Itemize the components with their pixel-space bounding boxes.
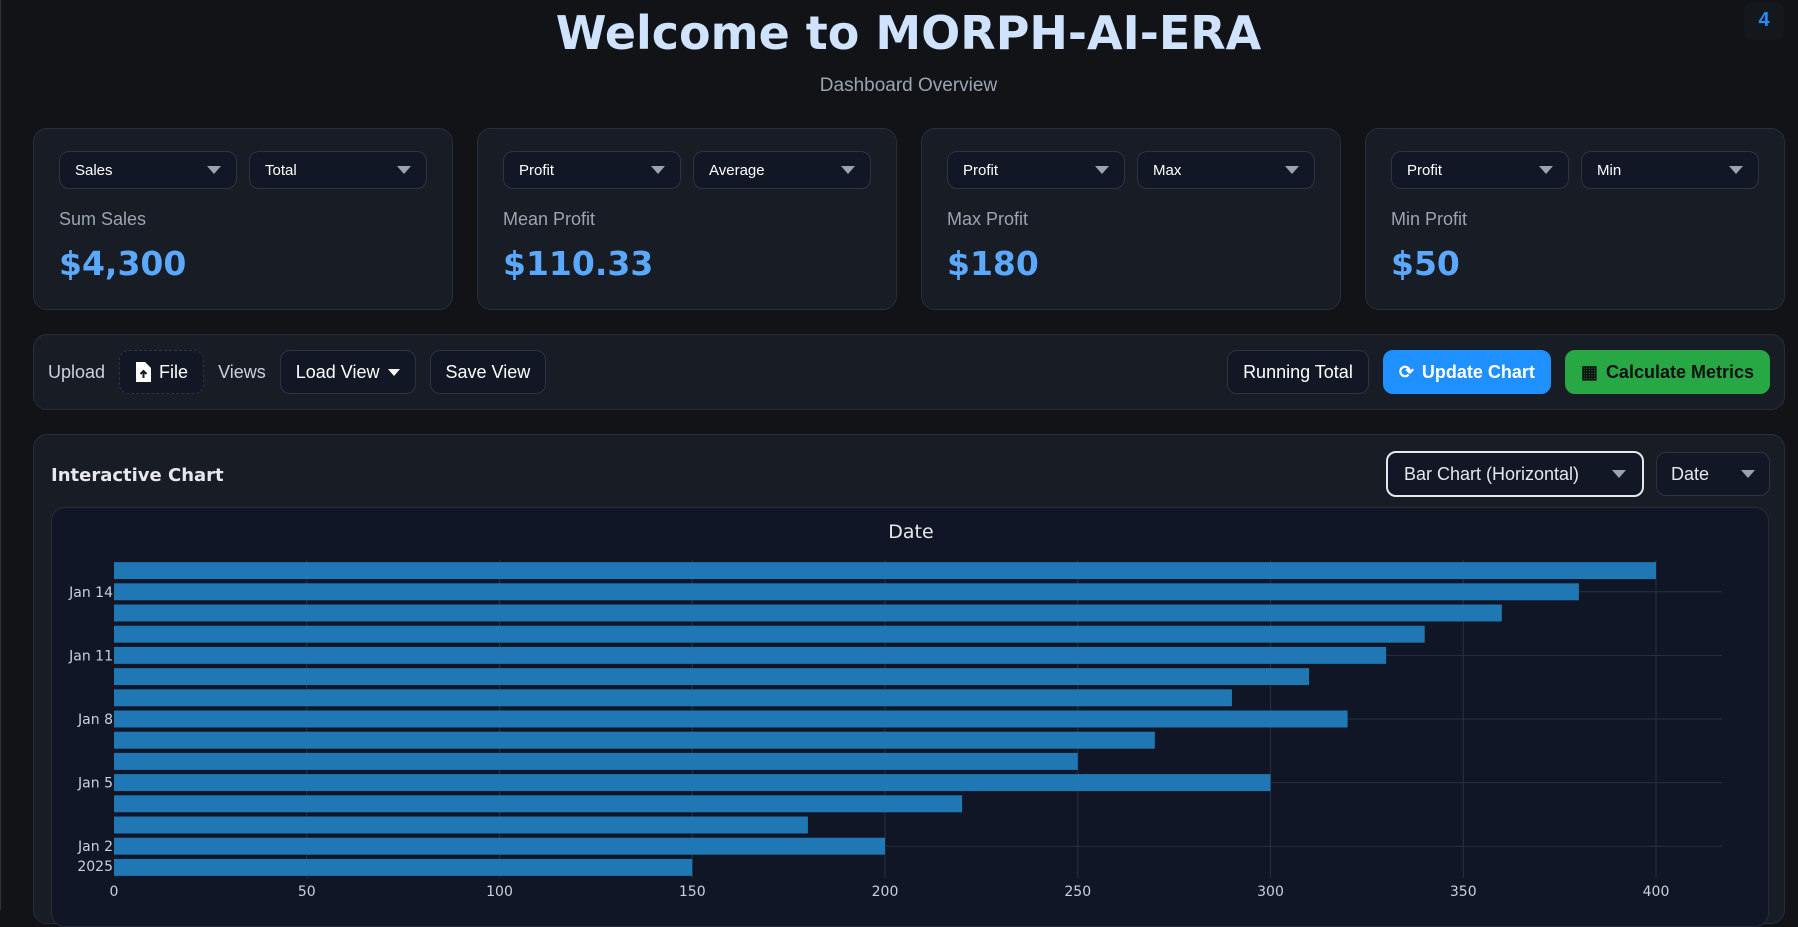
calculator-icon: ▦ <box>1580 361 1598 382</box>
aggregation-value: Min <box>1597 161 1622 179</box>
file-upload-icon <box>136 362 152 382</box>
field-select[interactable]: Profit <box>503 151 681 189</box>
metric-value: $50 <box>1391 244 1460 283</box>
bar <box>114 689 1232 707</box>
save-view-button[interactable]: Save View <box>429 350 547 394</box>
x-tick-label: 150 <box>679 884 706 900</box>
chevron-down-icon <box>387 368 400 376</box>
x-tick-label: 50 <box>298 884 316 900</box>
chart-type-value: Bar Chart (Horizontal) <box>1404 463 1580 484</box>
bar <box>114 731 1155 749</box>
metric-value: $180 <box>947 244 1039 283</box>
chevron-down-icon <box>1729 166 1743 174</box>
bar <box>114 583 1579 601</box>
metric-value: $110.33 <box>503 244 654 283</box>
field-select[interactable]: Sales <box>59 151 237 189</box>
bar <box>114 625 1425 643</box>
metric-card: Profit Max Max Profit $180 <box>921 128 1341 310</box>
calculate-metrics-button[interactable]: ▦ Calculate Metrics <box>1564 350 1770 394</box>
chart-panel-title: Interactive Chart <box>51 465 224 486</box>
bar <box>114 837 885 855</box>
aggregation-value: Total <box>265 161 297 179</box>
x-field-value: Date <box>1671 463 1710 484</box>
metric-card: Profit Average Mean Profit $110.33 <box>477 128 897 310</box>
toolbar: Upload File Views Load View Save View Ru… <box>33 334 1785 410</box>
chevron-down-icon <box>1285 166 1299 174</box>
page-subtitle: Dashboard Overview <box>819 75 998 96</box>
x-tick-label: 350 <box>1450 884 1477 900</box>
page-title: Welcome to MORPH-AI-ERA <box>555 6 1262 60</box>
bar <box>114 646 1387 664</box>
y-tick-label: Jan 2 <box>77 839 113 855</box>
update-chart-button[interactable]: ⟳ Update Chart <box>1382 350 1551 394</box>
metric-label: Max Profit <box>947 209 1029 229</box>
views-label: Views <box>218 361 266 382</box>
chevron-down-icon <box>1741 470 1755 478</box>
x-tick-label: 400 <box>1643 884 1670 900</box>
chart-type-select[interactable]: Bar Chart (Horizontal) <box>1386 451 1644 497</box>
file-button-label: File <box>159 361 189 382</box>
x-tick-label: 200 <box>872 884 899 900</box>
aggregation-select[interactable]: Max <box>1137 151 1315 189</box>
aggregation-value: Average <box>709 161 765 179</box>
metric-label: Mean Profit <box>503 209 596 229</box>
bar <box>114 858 693 876</box>
upload-label: Upload <box>48 361 106 382</box>
aggregation-select[interactable]: Min <box>1581 151 1759 189</box>
bar <box>114 668 1310 686</box>
update-chart-label: Update Chart <box>1421 361 1535 382</box>
y-tick-label: Jan 11 <box>68 648 113 664</box>
chevron-down-icon <box>1095 166 1109 174</box>
field-select[interactable]: Profit <box>1391 151 1569 189</box>
aggregation-value: Max <box>1153 161 1182 179</box>
chevron-down-icon <box>1539 166 1553 174</box>
chart-panel: Interactive Chart Bar Chart (Horizontal)… <box>33 434 1785 927</box>
metric-cards: Sales Total Sum Sales $4,300 Profit Averag… <box>33 128 1785 310</box>
bar <box>114 562 1656 580</box>
bar <box>114 795 963 813</box>
bar-chart[interactable]: Date 0 50 100 150 200 250 300 350 400 Jan 2 2025 Ja… <box>52 508 1769 927</box>
y-tick-label: Jan 14 <box>68 585 113 601</box>
chevron-down-icon <box>651 166 665 174</box>
chevron-down-icon <box>1612 470 1626 478</box>
y-tick-sublabel: 2025 <box>77 859 113 875</box>
field-value: Profit <box>963 161 999 179</box>
notification-badge[interactable]: 4 <box>1744 2 1784 40</box>
chart-title: Date <box>888 521 933 543</box>
load-view-label: Load View <box>295 361 380 382</box>
metric-label: Sum Sales <box>59 209 147 229</box>
chevron-down-icon <box>397 166 411 174</box>
field-value: Profit <box>519 161 555 179</box>
metric-value: $4,300 <box>59 244 187 283</box>
refresh-icon: ⟳ <box>1398 361 1414 382</box>
x-tick-label: 250 <box>1064 884 1091 900</box>
bar <box>114 710 1348 728</box>
field-value: Sales <box>75 161 113 179</box>
bar <box>114 816 808 834</box>
metric-card: Sales Total Sum Sales $4,300 <box>33 128 453 310</box>
load-view-dropdown[interactable]: Load View <box>279 350 416 394</box>
chart-container: Date 0 50 100 150 200 250 300 350 400 Jan 2 2025 Ja… <box>51 507 1769 927</box>
running-total-button[interactable]: Running Total <box>1227 350 1369 394</box>
aggregation-select[interactable]: Total <box>249 151 427 189</box>
file-upload-button[interactable]: File <box>119 350 205 394</box>
chevron-down-icon <box>841 166 855 174</box>
metric-card: Profit Min Min Profit $50 <box>1365 128 1785 310</box>
bar <box>114 774 1271 792</box>
field-select[interactable]: Profit <box>947 151 1125 189</box>
x-field-select[interactable]: Date <box>1656 452 1770 496</box>
calculate-metrics-label: Calculate Metrics <box>1605 361 1754 382</box>
y-tick-label: Jan 8 <box>77 712 113 728</box>
y-tick-label: Jan 5 <box>77 776 113 792</box>
aggregation-select[interactable]: Average <box>693 151 871 189</box>
x-tick-label: 0 <box>110 884 119 900</box>
chevron-down-icon <box>207 166 221 174</box>
x-tick-label: 100 <box>486 884 513 900</box>
bar <box>114 752 1078 770</box>
field-value: Profit <box>1407 161 1443 179</box>
x-tick-label: 300 <box>1257 884 1284 900</box>
metric-label: Min Profit <box>1391 209 1468 229</box>
bar <box>114 604 1502 622</box>
